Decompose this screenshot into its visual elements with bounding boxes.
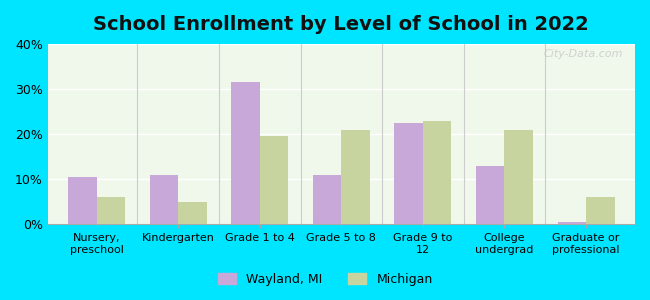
- Bar: [231, 82, 260, 224]
- Bar: [97, 197, 125, 224]
- Bar: [313, 175, 341, 224]
- Bar: [341, 130, 370, 224]
- Bar: [395, 123, 423, 224]
- Bar: [178, 202, 207, 224]
- Legend: Wayland, MI, Michigan: Wayland, MI, Michigan: [213, 268, 437, 291]
- Bar: [558, 222, 586, 224]
- Text: City-Data.com: City-Data.com: [544, 49, 623, 59]
- Title: School Enrollment by Level of School in 2022: School Enrollment by Level of School in …: [94, 15, 590, 34]
- Bar: [586, 197, 615, 224]
- Bar: [150, 175, 178, 224]
- Bar: [476, 166, 504, 224]
- Bar: [504, 130, 533, 224]
- Bar: [260, 136, 289, 224]
- Bar: [423, 121, 452, 224]
- Bar: [68, 177, 97, 224]
